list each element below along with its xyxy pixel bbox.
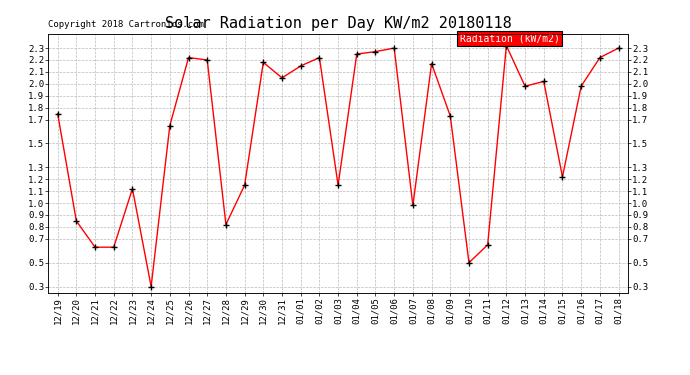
Text: Copyright 2018 Cartronics.com: Copyright 2018 Cartronics.com: [48, 20, 204, 28]
Text: Radiation (kW/m2): Radiation (kW/m2): [460, 34, 560, 44]
Title: Solar Radiation per Day KW/m2 20180118: Solar Radiation per Day KW/m2 20180118: [165, 16, 511, 31]
